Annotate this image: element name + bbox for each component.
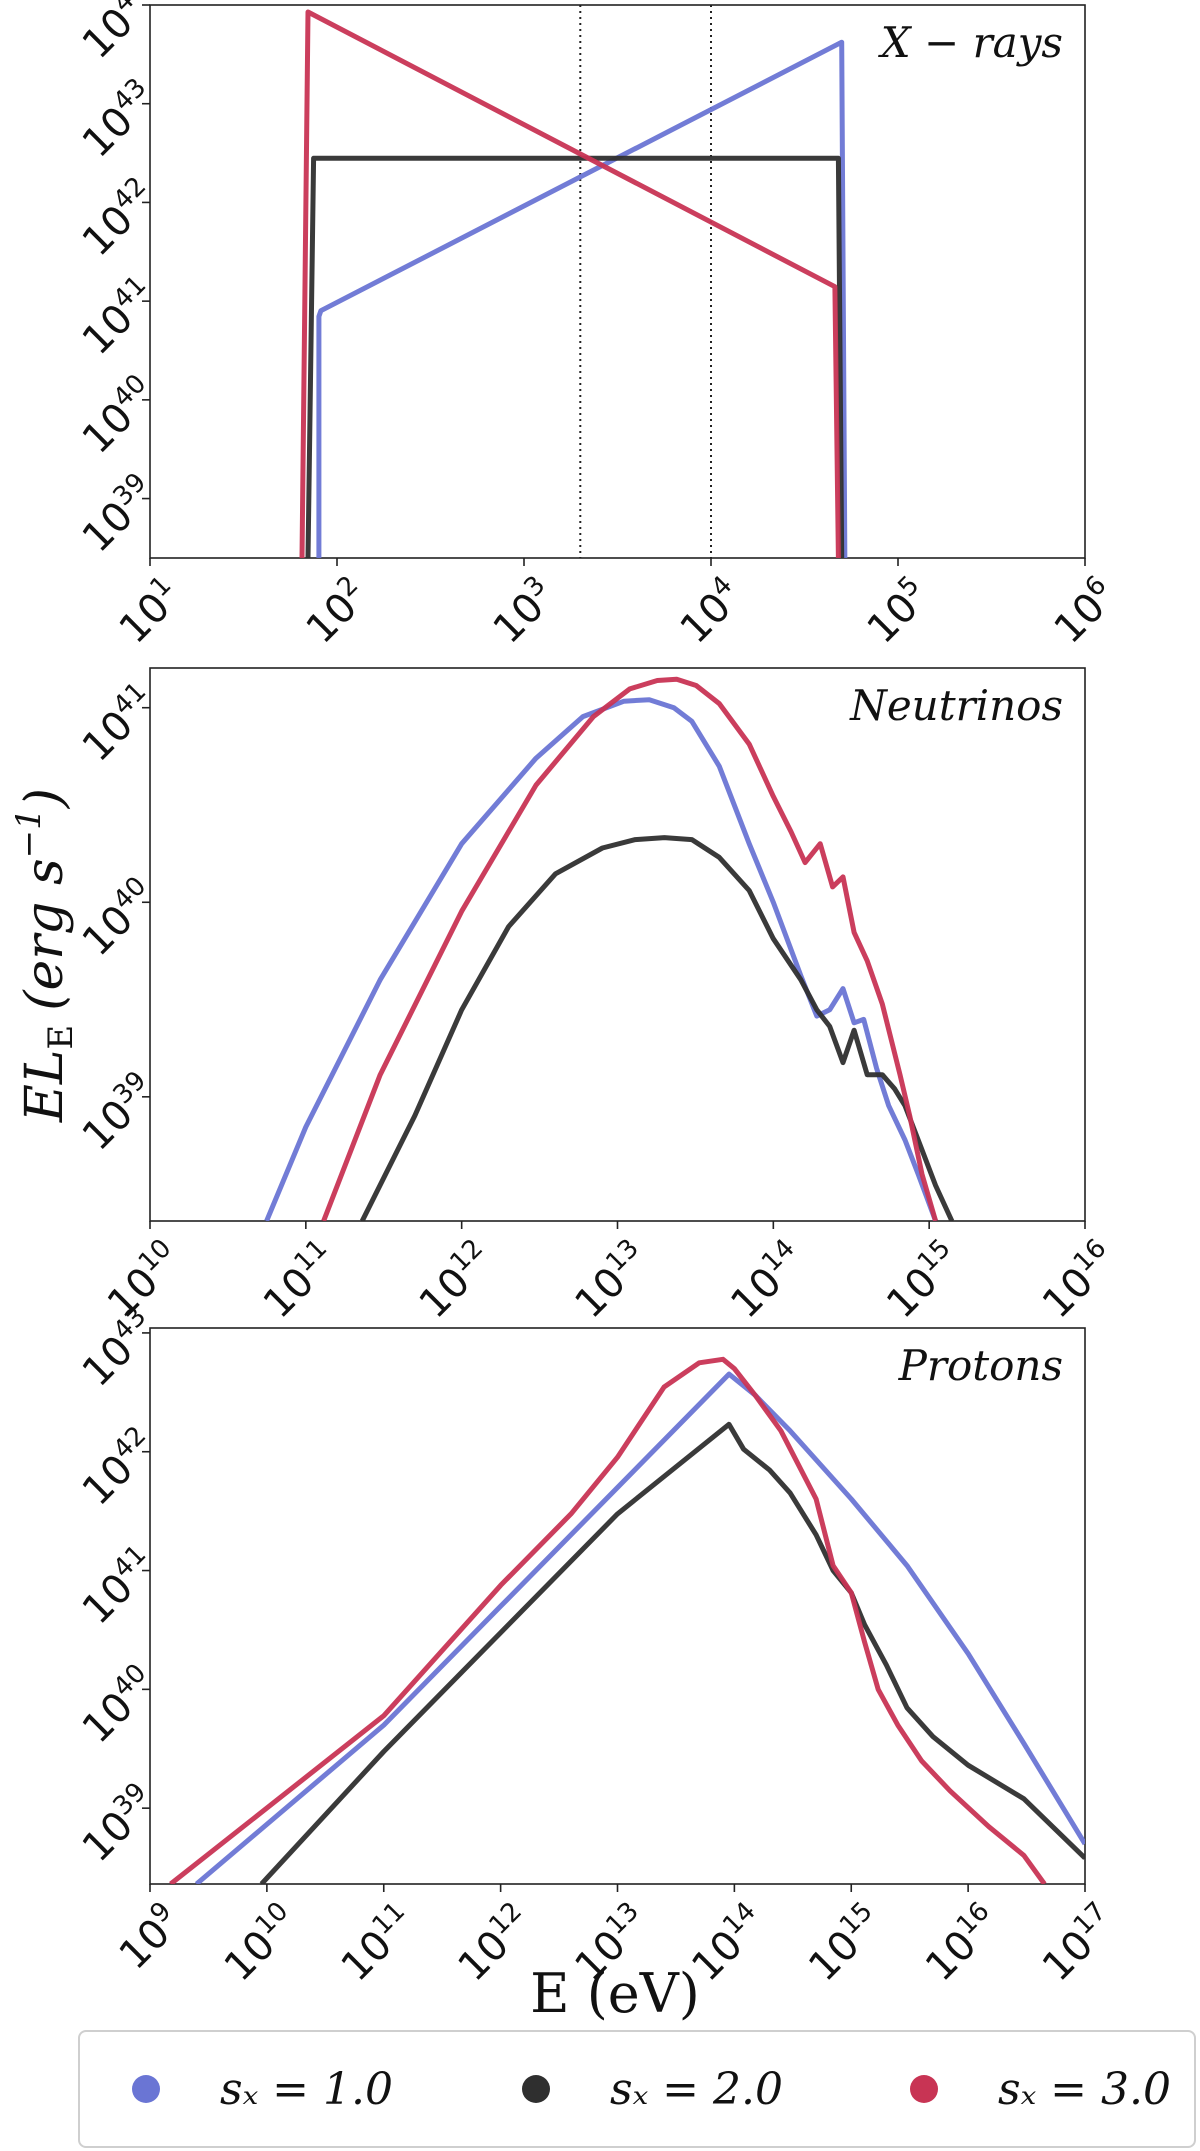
protons-x-tick-label-8: 1017: [1032, 1896, 1126, 1990]
panel-xrays: 101 102 103 104 105 106 1039104010411042104310…: [72, 0, 1126, 653]
x-axis-label: E (eV): [530, 1962, 700, 2025]
neutrinos-annotation: Neutrinos: [849, 681, 1063, 730]
protons-x-tick-label-1: 1010: [214, 1896, 308, 1990]
xrays-series-s1: [316, 39, 848, 558]
xrays-y-tick-label-2: 1041: [72, 270, 166, 364]
neutrinos-plot-frame: [149, 667, 1086, 1222]
xrays-x-tick-label-0: 101: [109, 570, 191, 652]
legend: sₓ = 1.0 sₓ = 2.0 sₓ = 3.0: [78, 2030, 1196, 2148]
panel-protons: 1091010101110121013101410151016101710391…: [72, 1302, 1126, 1991]
neutrinos-y-tick-label-0: 1039: [72, 1066, 166, 1160]
neutrinos-x-tick-label-4: 1014: [720, 1233, 814, 1327]
y-label-unit-exp: −1: [9, 808, 49, 858]
protons-x-tick-label-3: 1012: [447, 1896, 541, 1990]
protons-y-tick-label-4: 1043: [72, 1302, 166, 1396]
y-axis-label: ELE (erg s−1): [9, 788, 81, 1123]
legend-marker-s2: [522, 2075, 550, 2103]
protons-y-tick-label-0: 1039: [72, 1777, 166, 1871]
xrays-annotation: X − rays: [878, 18, 1063, 67]
xrays-y-tick-label-3: 1042: [72, 171, 166, 265]
neutrinos-y-tick-label-1: 1040: [72, 871, 166, 965]
neutrinos-x-tick-label-3: 1013: [564, 1233, 658, 1327]
xrays-x-tick-label-1: 102: [296, 570, 378, 652]
protons-series-s3: [169, 1356, 1047, 1884]
neutrinos-series-s3: [321, 676, 939, 1221]
xrays-y-tick-label-4: 1043: [72, 72, 166, 166]
legend-marker-s1: [132, 2075, 160, 2103]
neutrinos-x-tick-label-2: 1012: [408, 1233, 502, 1327]
panel-neutrinos: 1010 1011 1012 1013 1014 1015 1016 1039 1040 1041…: [72, 667, 1126, 1327]
neutrinos-x-tick-label-5: 1015: [876, 1233, 970, 1327]
legend-marker-s3: [910, 2075, 938, 2103]
legend-item-s1: sₓ = 1.0: [132, 2032, 393, 2146]
protons-x-tick-label-0: 109: [109, 1896, 191, 1978]
xrays-x-tick-label-5: 106: [1044, 570, 1126, 652]
protons-y-tick-label-1: 1040: [72, 1658, 166, 1752]
xrays-x-tick-label-2: 103: [483, 570, 565, 652]
protons-y-tick-label-3: 1042: [72, 1420, 166, 1514]
xrays-y-tick-label-1: 1040: [72, 369, 166, 463]
xrays-y-tick-label-5: 1044: [72, 0, 166, 68]
protons-series-s1: [194, 1371, 1085, 1884]
neutrinos-x-tick-label-6: 1016: [1032, 1233, 1126, 1327]
protons-x-tick-label-6: 1015: [798, 1896, 892, 1990]
legend-label-s1: sₓ = 1.0: [220, 2063, 394, 2115]
y-label-sub: E: [41, 1025, 81, 1050]
neutrinos-x-tick-label-0: 1010: [97, 1233, 191, 1327]
protons-x-tick-label-2: 1011: [331, 1896, 425, 1990]
protons-annotation: Protons: [898, 1341, 1063, 1390]
neutrinos-series-s1: [264, 697, 938, 1221]
protons-y-tick-label-2: 1041: [72, 1539, 166, 1633]
xrays-x-tick-label-4: 105: [857, 570, 939, 652]
figure: 101 102 103 104 105 1061039104010411042104310…: [9, 0, 1126, 2025]
neutrinos-y-tick-label-2: 1041: [72, 676, 166, 770]
neutrinos-series-s2: [359, 835, 955, 1221]
xrays-x-tick-label-3: 104: [670, 570, 752, 652]
xrays-y-tick-label-0: 1039: [72, 467, 166, 561]
legend-label-s2: sₓ = 2.0: [610, 2063, 784, 2115]
y-label-unit-open: (erg s: [15, 858, 75, 1010]
legend-label-s3: sₓ = 3.0: [998, 2063, 1172, 2115]
neutrinos-x-tick-label-1: 1011: [253, 1233, 347, 1327]
legend-item-s2: sₓ = 2.0: [522, 2032, 783, 2146]
y-label-main: EL: [15, 1050, 75, 1124]
xrays-series-s3: [299, 9, 841, 558]
protons-plot-frame: [149, 1327, 1086, 1885]
xrays-series-s2: [305, 155, 845, 558]
protons-series-s2: [259, 1421, 1085, 1884]
y-label-unit-close: ): [15, 788, 75, 809]
protons-x-tick-label-7: 1016: [915, 1896, 1009, 1990]
xrays-plot-frame: [149, 4, 1086, 559]
legend-item-s3: sₓ = 3.0: [910, 2032, 1171, 2146]
